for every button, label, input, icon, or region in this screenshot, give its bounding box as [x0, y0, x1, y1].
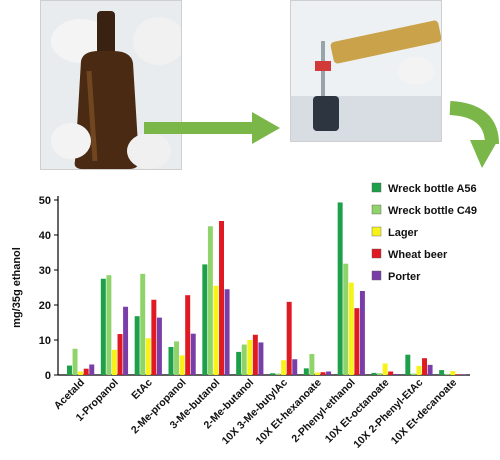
legend-swatch	[371, 248, 382, 259]
bar-lager	[450, 371, 456, 375]
bar-wreck-bottle-c49	[343, 263, 349, 375]
bar-lager	[382, 363, 388, 375]
bar-wheat-beer	[388, 371, 394, 375]
bar-wreck-bottle-a56	[303, 368, 309, 375]
bar-lager	[111, 349, 117, 375]
bar-wreck-bottle-a56	[202, 264, 208, 375]
legend-label: Wreck bottle A56	[388, 183, 477, 195]
bar-porter	[427, 364, 433, 375]
legend-label: Wheat beer	[388, 249, 448, 261]
legend-swatch	[371, 270, 382, 281]
bar-lager	[145, 338, 151, 375]
bar-wheat-beer	[286, 301, 292, 375]
bar-porter	[359, 291, 365, 375]
bar-wreck-bottle-a56	[168, 347, 174, 375]
bar-wreck-bottle-c49	[174, 341, 180, 375]
bar-wreck-bottle-c49	[377, 373, 383, 375]
y-tick-label: 20	[39, 300, 51, 312]
legend-swatch	[371, 204, 382, 215]
x-tick-label: EtAc	[129, 377, 155, 403]
y-tick-label: 40	[39, 230, 51, 242]
legend-swatch	[371, 226, 382, 237]
y-tick-label: 50	[39, 195, 51, 207]
x-tick-label: 2-Phenyl-ethanol	[289, 377, 357, 445]
bar-porter	[258, 342, 264, 375]
bar-wreck-bottle-a56	[236, 351, 242, 375]
legend-label: Porter	[388, 271, 421, 283]
syringe-icon	[291, 1, 441, 141]
y-tick-label: 30	[39, 265, 51, 277]
bar-porter	[123, 306, 129, 375]
bar-wreck-bottle-c49	[444, 373, 450, 375]
bar-wreck-bottle-c49	[106, 275, 112, 375]
bar-wheat-beer	[252, 334, 258, 375]
y-tick-label: 0	[45, 370, 51, 382]
bar-wreck-bottle-c49	[72, 348, 78, 375]
bar-lager	[213, 285, 219, 375]
bar-wreck-bottle-a56	[439, 370, 445, 375]
bar-porter	[156, 317, 162, 375]
bar-lager	[247, 340, 253, 375]
bar-porter	[326, 371, 332, 375]
wreck-bottle-photo	[40, 0, 182, 170]
legend-label: Lager	[388, 227, 419, 239]
bar-porter	[89, 364, 95, 375]
bottle-icon	[41, 1, 181, 169]
bar-wheat-beer	[219, 221, 224, 375]
bar-wreck-bottle-a56	[134, 316, 140, 375]
bar-lager	[416, 365, 422, 375]
legend-swatch	[371, 182, 382, 193]
bar-wheat-beer	[83, 368, 89, 375]
sampling-apparatus-photo	[290, 0, 442, 142]
bar-wheat-beer	[117, 334, 123, 375]
bar-wreck-bottle-c49	[207, 226, 213, 375]
bar-wheat-beer	[320, 372, 326, 375]
bar-wheat-beer	[354, 308, 360, 375]
y-axis-title: mg/35g ethanol	[11, 247, 23, 328]
bar-wreck-bottle-c49	[140, 273, 146, 375]
bar-wreck-bottle-a56	[337, 202, 343, 375]
bar-wreck-bottle-c49	[309, 354, 315, 375]
chart-legend: Wreck bottle A56 Wreck bottle C49 Lager Whe…	[371, 182, 477, 283]
bar-wreck-bottle-c49	[275, 373, 281, 375]
bar-wreck-bottle-a56	[371, 372, 377, 375]
legend-label: Wreck bottle C49	[388, 205, 477, 217]
bar-lager	[348, 282, 354, 375]
curved-down-arrow-icon	[449, 101, 499, 168]
bar-wreck-bottle-c49	[410, 373, 416, 375]
bar-wreck-bottle-a56	[270, 373, 275, 375]
bar-wheat-beer	[185, 295, 191, 375]
bar-wreck-bottle-c49	[241, 344, 247, 375]
y-tick-label: 10	[39, 335, 51, 347]
bar-wheat-beer	[151, 299, 157, 375]
bar-porter	[461, 374, 467, 375]
bar-porter	[393, 373, 399, 375]
bar-lager	[281, 360, 287, 375]
bar-lager	[78, 371, 84, 375]
bar-wreck-bottle-a56	[67, 365, 72, 375]
bar-lager	[314, 372, 320, 375]
bar-wheat-beer	[422, 358, 427, 375]
x-tick-label: 10X Et-decanoate	[389, 377, 459, 447]
bar-lager	[179, 355, 185, 375]
right-arrow-icon	[144, 112, 280, 144]
bar-porter	[224, 289, 230, 375]
bar-wheat-beer	[455, 374, 461, 375]
bar-porter	[292, 359, 298, 375]
bar-wreck-bottle-a56	[405, 354, 411, 375]
bar-porter	[190, 333, 196, 375]
bar-wreck-bottle-a56	[100, 278, 106, 375]
